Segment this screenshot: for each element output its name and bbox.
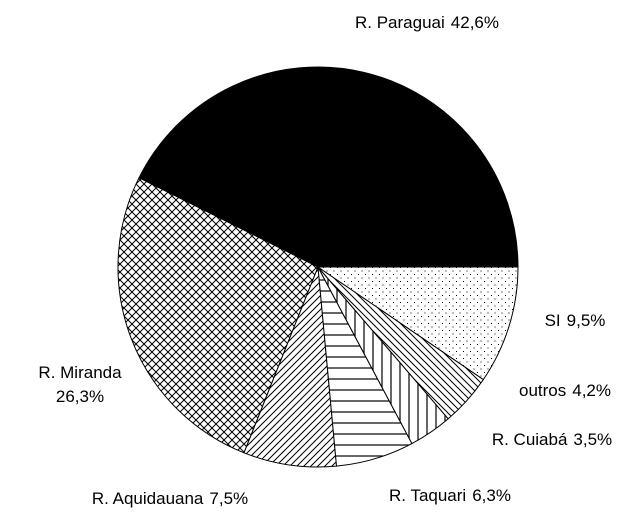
slice-label: R. Taquari 6,3% — [389, 486, 511, 505]
slice-value-label: 4,2% — [572, 381, 611, 400]
slice-value-label: 6,3% — [472, 486, 511, 505]
slice-value-label: 3,5% — [573, 430, 612, 449]
slice-value-label: 26,3% — [56, 387, 104, 406]
slice-name: outros — [519, 381, 566, 400]
slice-label: SI 9,5% — [545, 311, 606, 330]
slice-name: R. Aquidauana — [92, 489, 204, 508]
slice-name: R. Paraguai — [355, 13, 445, 32]
pie-slice — [316, 266, 519, 381]
pie-slice — [138, 66, 519, 268]
slice-label: R. Aquidauana 7,5% — [92, 489, 248, 508]
slice-label: R. Cuiabá 3,5% — [492, 430, 612, 449]
slice-label: R. Miranda 26,3% — [38, 363, 122, 406]
slice-value-label: 7,5% — [209, 489, 248, 508]
slice-name: R. Cuiabá — [492, 430, 568, 449]
slice-name: SI — [545, 311, 561, 330]
slice-value-label: 9,5% — [567, 311, 606, 330]
slice-name: R. Miranda — [38, 363, 122, 382]
slice-label: outros 4,2% — [519, 381, 611, 400]
pie-slice — [117, 177, 319, 454]
slice-name: R. Taquari — [389, 486, 466, 505]
pie-slice — [243, 266, 338, 468]
slice-value-label: 42,6% — [451, 13, 499, 32]
slice-label: R. Paraguai 42,6% — [355, 13, 499, 32]
